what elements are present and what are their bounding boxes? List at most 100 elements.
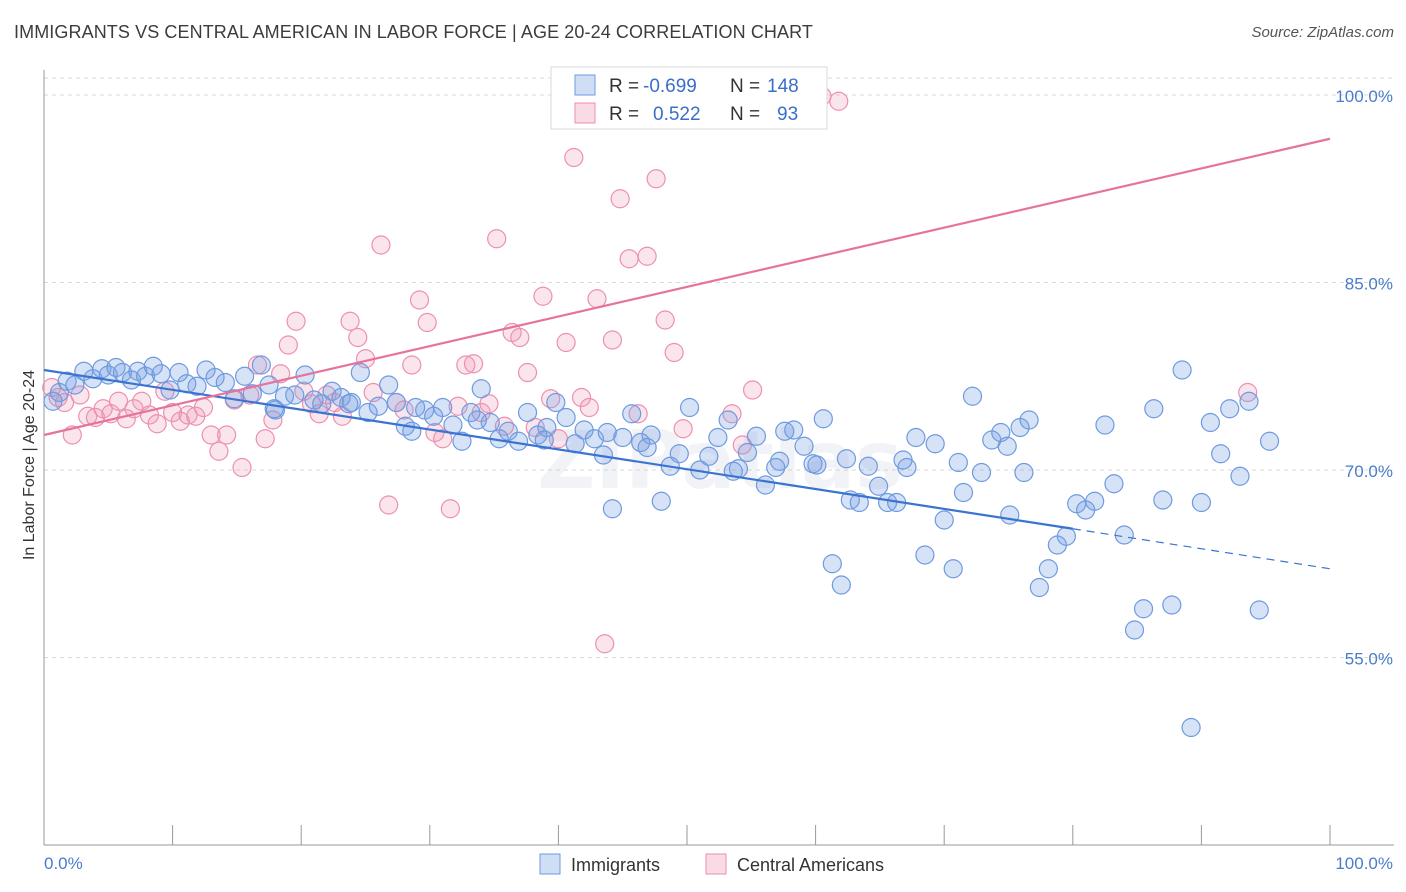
central-americans-point [178,405,198,425]
immigrants-point [651,491,671,511]
central-americans-point [286,311,306,331]
immigrants-point [807,455,827,475]
immigrants-point [769,451,790,471]
legend-n-label-1: N = [730,76,760,97]
central-americans-point [479,394,499,414]
immigrants-point [517,402,538,423]
tick-labels: 55.0% 70.0% 85.0% 100.0% 0.0% 100.0% [44,87,1393,873]
central-americans-point [517,362,538,383]
immigrants-point [1029,577,1049,598]
immigrants-point [235,366,255,386]
central-americans-point [564,147,584,168]
immigrants-point [822,554,842,574]
central-americans-point [232,457,252,478]
immigrants-point [433,397,453,418]
immigrants-point [1114,525,1134,545]
central-americans-point [278,335,298,355]
immigrants-point [948,452,968,473]
immigrants-point [251,355,271,375]
immigrants-point [379,375,399,395]
central-americans-point [379,495,399,515]
immigrants-point [368,396,388,416]
immigrants-point [934,510,954,530]
immigrants-point [1124,620,1145,640]
central-americans-point [417,312,437,333]
immigrants-point [1162,595,1182,615]
immigrants-point [467,410,487,430]
legend-r-label-1: R = [609,76,639,97]
immigrants-point [737,442,758,463]
immigrants-point [971,462,992,483]
immigrants-point [755,475,776,495]
immigrants-point [534,430,554,450]
legend-n-label-2: N = [730,104,760,125]
central-americans-point [664,342,684,363]
immigrants-point [637,437,657,458]
immigrants-point [613,427,633,448]
immigrants-point [849,492,869,513]
immigrants-point [546,392,566,413]
immigrants-point [943,559,963,579]
bottom-legend-swatch-central-americans [705,853,727,875]
immigrants-point [1172,360,1192,380]
immigrants-trend-extension [1072,528,1331,570]
immigrants-point [264,399,284,419]
immigrants-point [1019,410,1039,430]
y-axis-label: In Labor Force | Age 20-24 [21,370,38,560]
immigrants-point [953,482,974,503]
immigrants-point [556,407,576,428]
central-americans-point [201,425,221,445]
central-americans-point [595,634,615,654]
central-americans-point [510,327,530,348]
immigrants-point [925,434,945,454]
immigrants-point [274,386,295,406]
immigrants-point [784,420,804,440]
bottom-legend-label-immigrants: Immigrants [571,855,660,875]
immigrants-point [831,575,851,595]
immigrants-point [997,436,1017,456]
central-americans-point [170,411,190,431]
immigrants-point [1249,600,1269,620]
central-americans-point [402,355,422,375]
immigrants-point [1191,492,1212,513]
chart-source: Source: ZipAtlas.com [1251,24,1394,41]
central-americans-point [610,189,630,209]
bottom-legend-label-central-americans: Central Americans [737,855,884,875]
central-americans-point [655,310,675,330]
central-americans-point [193,397,214,418]
central-americans-trend-line [43,137,1331,437]
immigrants-point [151,364,171,384]
legend-swatch-immigrants [574,74,596,96]
immigrants-point [169,362,189,383]
central-americans-point [673,419,693,439]
immigrants-point [339,394,359,414]
immigrants-point [461,402,481,423]
central-americans-point [619,249,639,269]
central-americans-point [541,389,561,409]
immigrants-point [893,450,913,470]
immigrants-point [215,372,235,393]
immigrants-point [1239,391,1259,411]
immigrants-point [386,392,406,413]
x-tick-label: 0.0% [44,854,83,873]
immigrants-point [471,379,491,399]
central-americans-point [456,355,476,375]
central-americans-point [433,429,453,449]
y-tick-label: 55.0% [1345,650,1393,669]
legend-r-value-2: 0.522 [653,104,701,125]
central-americans-point [556,332,576,353]
central-americans-point [742,380,763,400]
central-americans-point [487,229,507,249]
immigrants-point [1095,415,1115,435]
central-americans-point [602,330,623,350]
immigrants-point [813,409,833,429]
immigrants-point [836,449,857,469]
immigrants-point [1133,599,1154,619]
immigrants-point [285,385,305,405]
central-americans-point [533,286,553,306]
immigrants-point [962,386,983,406]
immigrants-point [631,432,651,453]
legend-r-value-1: -0.699 [643,76,697,97]
immigrants-point [1038,559,1058,579]
